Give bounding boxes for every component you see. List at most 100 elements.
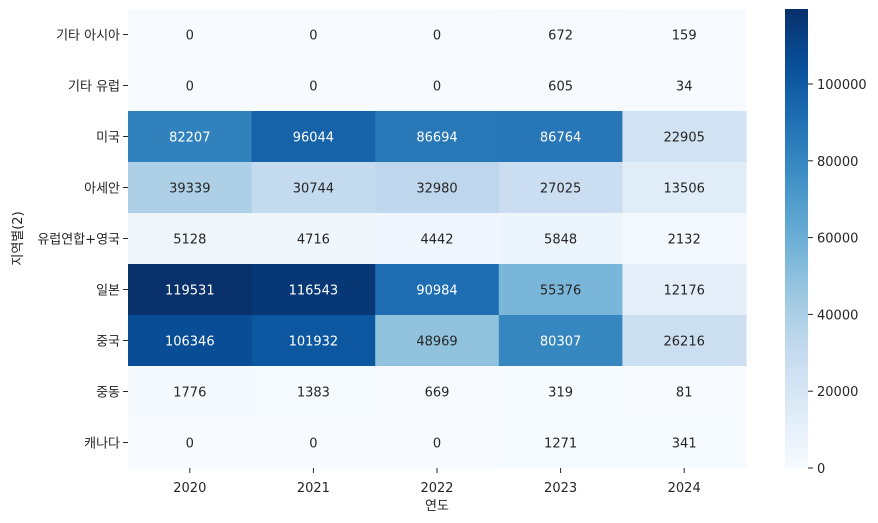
cell-value-label: 605 [548,80,573,95]
heatmap-cell [622,366,747,418]
cell-value-label: 55376 [540,284,581,299]
cell-value-label: 0 [186,80,194,95]
cell-value-label: 5128 [173,233,206,248]
heatmap-cell [128,111,253,163]
y-tick-label: 아세안 [84,182,120,197]
cell-value-label: 0 [186,29,194,44]
cell-value-label: 48969 [416,335,457,350]
cell-value-label: 0 [433,437,441,452]
heatmap-cell [622,60,747,112]
cell-value-label: 0 [309,80,317,95]
heatmap-cell [498,264,623,316]
y-tick-label: 중국 [96,335,120,350]
heatmap-cell [375,60,500,112]
heatmap-cell [498,162,623,214]
cell-value-label: 90984 [416,284,457,299]
cell-value-label: 1271 [544,437,577,452]
heatmap-cell [498,9,623,61]
cell-value-label: 4442 [420,233,453,248]
heatmap-cell-labels: 0 0 0 672 159 0 0 0 605 34 82207 96044 86694 86764 229… [165,29,705,452]
heatmap-cell [128,9,253,61]
heatmap-cell [251,264,376,316]
cell-value-label: 0 [309,437,317,452]
heatmap-cell [622,162,747,214]
heatmap-cell [251,60,376,112]
cell-value-label: 2132 [668,233,701,248]
cell-value-label: 80307 [540,335,581,350]
cell-value-label: 0 [309,29,317,44]
heatmap-cell [375,162,500,214]
cell-value-label: 86694 [416,131,457,146]
x-axis-title: 연도 [425,499,449,514]
colorbar [785,9,808,468]
cell-value-label: 1383 [297,386,330,401]
x-tick-label: 2024 [668,481,701,496]
cell-value-label: 86764 [540,131,581,146]
heatmap-cell [622,264,747,316]
cell-value-label: 5848 [544,233,577,248]
heatmap-cell [498,60,623,112]
heatmap-cell [251,9,376,61]
colorbar-tick-label: 100000 [817,78,867,93]
heatmap-cell [622,417,747,469]
heatmap-cell [375,9,500,61]
heatmap-cell [128,366,253,418]
cell-value-label: 0 [433,80,441,95]
x-tick-label: 2023 [544,481,577,496]
cell-value-label: 39339 [169,182,210,197]
cell-value-label: 319 [548,386,573,401]
x-tick-label: 2021 [297,481,330,496]
cell-value-label: 82207 [169,131,210,146]
cell-value-label: 119531 [165,284,215,299]
x-tick-label: 2022 [420,481,453,496]
x-axis-ticks: 2020 2021 2022 2023 2024 [173,468,701,496]
cell-value-label: 106346 [165,335,215,350]
heatmap-cell [498,213,623,265]
colorbar-tick-label: 80000 [817,155,858,170]
heatmap-cell [375,417,500,469]
colorbar-tick-label: 0 [817,462,825,477]
heatmap-cell [375,366,500,418]
heatmap-cell [498,417,623,469]
heatmap-cell [128,315,253,367]
cell-value-label: 669 [425,386,450,401]
heatmap-cell [375,264,500,316]
cell-value-label: 13506 [664,182,705,197]
cell-value-label: 4716 [297,233,330,248]
colorbar-tick-label: 40000 [817,308,858,323]
y-axis-title: 지역별(2) [11,211,26,265]
y-tick-label: 기타 아시아 [56,29,120,44]
heatmap-cell [622,111,747,163]
heatmap-cell [622,213,747,265]
heatmap-cell [498,111,623,163]
heatmap-cells [128,9,747,469]
heatmap-cell [622,9,747,61]
cell-value-label: 0 [186,437,194,452]
cell-value-label: 159 [672,29,697,44]
heatmap-cell [251,111,376,163]
heatmap-cell [128,264,253,316]
y-tick-label: 미국 [96,131,120,146]
cell-value-label: 0 [433,29,441,44]
y-tick-label: 기타 유럽 [68,80,120,95]
colorbar-tick-label: 60000 [817,232,858,247]
y-tick-label: 일본 [96,284,120,299]
cell-value-label: 34 [676,80,693,95]
heatmap-cell [498,366,623,418]
heatmap-cell [251,162,376,214]
cell-value-label: 30744 [293,182,334,197]
cell-value-label: 1776 [173,386,206,401]
heatmap-cell [375,213,500,265]
cell-value-label: 116543 [289,284,339,299]
heatmap-cell [128,60,253,112]
cell-value-label: 27025 [540,182,581,197]
cell-value-label: 22905 [664,131,705,146]
colorbar-tick-label: 20000 [817,385,858,400]
y-tick-label: 유럽연합+영국 [37,233,120,248]
heatmap-cell [251,315,376,367]
heatmap-cell [128,162,253,214]
y-tick-label: 캐나다 [84,437,120,452]
cell-value-label: 96044 [293,131,334,146]
